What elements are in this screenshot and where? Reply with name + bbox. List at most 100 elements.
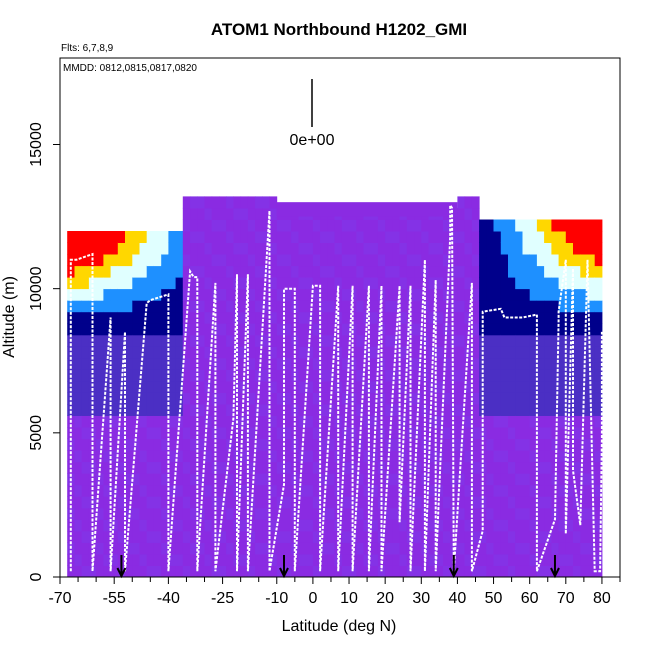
heatmap-cell [493, 461, 502, 474]
heatmap-cell [125, 507, 133, 520]
heatmap-cell [175, 484, 184, 497]
heatmap-cell [536, 404, 545, 416]
heatmap-cell [573, 450, 581, 463]
heatmap-cell [103, 427, 112, 440]
heatmap-cell [327, 484, 336, 497]
heatmap-cell [204, 219, 213, 232]
heatmap-cell [457, 311, 466, 324]
heatmap-cell [284, 473, 292, 486]
heatmap-cell [399, 357, 408, 370]
heatmap-cell [276, 427, 285, 440]
heatmap-cell [269, 496, 278, 509]
heatmap-cell [284, 461, 292, 474]
heatmap-cell [240, 207, 249, 220]
heatmap-cell [168, 369, 177, 382]
heatmap-cell [428, 507, 437, 520]
heatmap-cell [493, 507, 502, 520]
heatmap-cell [385, 484, 393, 497]
heatmap-cell [450, 450, 458, 463]
heatmap-cell [594, 496, 603, 509]
heatmap-cell [486, 519, 494, 532]
heatmap-cell [392, 496, 401, 509]
heatmap-cell [233, 427, 242, 440]
heatmap-cell [312, 357, 321, 370]
heatmap-cell [457, 369, 466, 382]
heatmap-cell [139, 346, 148, 359]
heatmap-cell [117, 242, 126, 255]
heatmap-cell [125, 231, 133, 243]
heatmap-cell [529, 553, 538, 566]
heatmap-cell [565, 265, 574, 278]
heatmap-cell [269, 484, 278, 497]
heatmap-cell [457, 254, 466, 267]
heatmap-cell [269, 346, 278, 359]
heatmap-cell [110, 415, 119, 428]
heatmap-cell [211, 196, 220, 209]
heatmap-cell [385, 265, 393, 278]
heatmap-cell [327, 496, 336, 509]
heatmap-cell [594, 553, 603, 566]
heatmap-cell [428, 519, 437, 532]
heatmap-cell [139, 438, 148, 451]
heatmap-cell [139, 461, 148, 474]
heatmap-cell [508, 277, 516, 290]
heatmap-cell [464, 288, 473, 301]
heatmap-cell [399, 300, 408, 313]
heatmap-cell [240, 311, 249, 324]
heatmap-cell [312, 311, 321, 324]
heatmap-cell [117, 311, 126, 324]
heatmap-cell [565, 484, 574, 497]
heatmap-cell [493, 369, 502, 382]
heatmap-cell [96, 507, 104, 520]
heatmap-cell [139, 496, 148, 509]
heatmap-cell [168, 311, 177, 324]
heatmap-cell [580, 265, 588, 278]
heatmap-cell [464, 496, 473, 509]
heatmap-cell [190, 242, 198, 255]
heatmap-cell [117, 496, 126, 509]
heatmap-cell [204, 357, 213, 370]
heatmap-cell [153, 507, 162, 520]
heatmap-cell [428, 542, 437, 555]
heatmap-cell [428, 461, 437, 474]
heatmap-cell [522, 346, 531, 359]
heatmap-cell [385, 507, 393, 520]
x-tick-label: 50 [485, 590, 503, 607]
heatmap-cell [471, 530, 480, 543]
heatmap-cell [457, 496, 466, 509]
heatmap-cell [276, 265, 285, 278]
heatmap-cell [334, 507, 343, 520]
heatmap-cell [363, 450, 372, 463]
heatmap-cell [139, 553, 148, 566]
heatmap-cell [320, 450, 328, 463]
heatmap-cell [327, 450, 336, 463]
heatmap-cell [81, 300, 90, 313]
heatmap-cell [74, 392, 83, 405]
heatmap-cell [392, 369, 401, 382]
heatmap-cell [291, 542, 299, 555]
heatmap-cell [551, 427, 560, 440]
heatmap-cell [139, 254, 148, 267]
heatmap-cell [450, 311, 458, 324]
heatmap-cell [392, 277, 401, 290]
heatmap-cell [110, 450, 119, 463]
heatmap-cell [587, 507, 596, 520]
heatmap-cell [190, 369, 198, 382]
heatmap-cell [334, 565, 343, 577]
heatmap-cell [464, 231, 473, 243]
heatmap-cell [399, 334, 408, 347]
heatmap-cell [377, 392, 386, 405]
heatmap-cell [233, 207, 242, 220]
heatmap-cell [312, 242, 321, 255]
heatmap-cell [197, 357, 205, 370]
heatmap-cell [175, 369, 184, 382]
heatmap-cell [479, 265, 487, 278]
heatmap-cell [269, 323, 278, 336]
heatmap-cell [536, 427, 545, 440]
heatmap-cell [508, 542, 516, 555]
heatmap-cell [74, 415, 83, 428]
heatmap-cell [240, 231, 249, 243]
heatmap-cell [182, 461, 191, 474]
heatmap-cell [529, 507, 538, 520]
heatmap-cell [161, 415, 169, 428]
